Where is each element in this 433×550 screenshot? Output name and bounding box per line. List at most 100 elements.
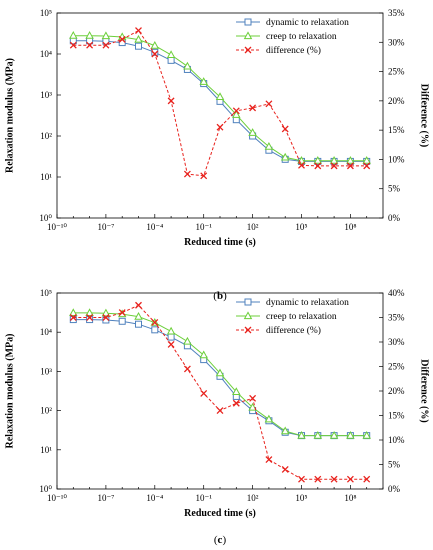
data-point-dynamic: [151, 48, 159, 56]
y-axis-right: 0% 5% 10% 15% 20% 25% 30% 35%: [379, 8, 405, 223]
y-tick-label: 10⁴: [40, 327, 52, 337]
data-point-difference: [330, 475, 338, 483]
y-axis-title: Relaxation modulus (MPa): [4, 334, 15, 449]
data-point-difference: [265, 100, 273, 108]
x-axis: 10⁻¹⁰ 10⁻⁷ 10⁻⁴ 10⁻¹ 10² 10⁵ 10⁸: [47, 485, 384, 503]
data-point-creep: [85, 308, 94, 317]
legend-marker-creep: [243, 31, 253, 40]
y2-tick-label: 15%: [388, 125, 405, 135]
data-point-difference: [151, 318, 159, 326]
data-point-creep: [215, 92, 225, 100]
y-axis-right: 0% 5% 10% 15% 20% 25% 30% 35% 40%: [379, 288, 405, 494]
x-tick-label: 10⁻¹⁰: [47, 493, 67, 503]
data-point-creep: [101, 308, 111, 317]
x-tick-label: 10⁻¹⁰: [47, 222, 67, 232]
data-point-difference: [363, 162, 371, 170]
data-point-difference: [200, 389, 208, 397]
data-point-difference: [363, 475, 371, 483]
legend-marker: [244, 18, 252, 26]
data-point-creep: [313, 156, 323, 164]
y2-tick-label: 5%: [388, 184, 401, 194]
legend-label-dynamic: dynamic to relaxation: [266, 18, 349, 28]
series-creep: [69, 31, 371, 164]
data-point-creep: [134, 311, 143, 320]
data-point-creep: [166, 50, 176, 59]
data-point-difference: [86, 41, 94, 49]
data-point-creep: [150, 40, 160, 49]
legend-item-dynamic: dynamic to relaxation: [236, 298, 349, 308]
x-tick-label: 10⁻⁷: [97, 222, 114, 232]
data-point-difference: [298, 161, 305, 169]
data-point-creep: [166, 326, 176, 335]
data-point-difference: [314, 475, 322, 483]
series-layer: [69, 27, 371, 180]
legend-marker: [243, 311, 253, 320]
panel-caption: (c): [214, 534, 227, 546]
data-point-dynamic: [69, 316, 77, 324]
chart-panel-c: 10⁻¹⁰ 10⁻⁷ 10⁻⁴ 10⁻¹ 10² 10⁵ 10⁸ 10⁰10¹10²10³1…: [4, 288, 429, 546]
data-point-difference: [135, 301, 142, 309]
data-point-creep: [346, 430, 355, 439]
y2-tick-label: 0%: [388, 484, 401, 494]
data-point-dynamic: [118, 317, 126, 325]
x-tick-label: 10²: [247, 493, 259, 503]
y-tick-label: 10⁰: [39, 484, 52, 494]
data-point-creep: [199, 77, 208, 85]
data-point-difference: [330, 162, 338, 170]
data-point-creep: [362, 430, 371, 439]
legend-label-difference: difference (%): [266, 45, 321, 56]
x-axis-title: Reduced time (s): [184, 237, 256, 248]
y-tick-label: 10⁴: [40, 49, 52, 59]
data-point-creep: [215, 368, 225, 377]
data-point-difference: [69, 314, 77, 321]
series-line-difference: [73, 304, 367, 480]
data-point-dynamic: [167, 56, 175, 64]
x-tick-label: 10⁻¹: [195, 222, 212, 232]
y-tick-label: 10⁵: [40, 8, 52, 18]
data-point-creep: [69, 31, 78, 39]
series-dynamic: [69, 316, 371, 440]
data-point-creep: [183, 336, 192, 345]
data-point-difference: [102, 41, 110, 49]
y2-tick-label: 15%: [388, 411, 405, 421]
y2-tick-label: 0%: [388, 213, 401, 223]
data-point-difference: [314, 162, 322, 170]
legend-marker-dynamic: [244, 18, 252, 26]
y2-axis-title: Difference (%): [419, 84, 430, 147]
x-tick-label: 10⁻⁷: [97, 493, 114, 503]
y-tick-label: 10⁵: [40, 288, 52, 298]
data-point-creep: [346, 156, 355, 164]
data-point-creep: [248, 128, 257, 136]
data-point-dynamic: [151, 326, 159, 334]
x-tick-label: 10⁻⁴: [146, 222, 163, 232]
data-point-creep: [280, 426, 290, 435]
x-tick-label: 10⁻⁴: [146, 493, 163, 503]
data-point-difference: [135, 27, 142, 35]
y2-tick-label: 30%: [388, 37, 405, 47]
data-point-difference: [346, 475, 354, 483]
legend-marker-creep: [243, 311, 253, 320]
y2-tick-label: 10%: [388, 435, 405, 445]
data-point-creep: [264, 414, 274, 423]
legend: dynamic to relaxation creep to relaxatio…: [236, 298, 349, 336]
data-point-dynamic: [86, 316, 94, 324]
legend-marker: [243, 31, 253, 40]
data-point-dynamic: [135, 320, 142, 328]
y-tick-label: 10²: [40, 131, 52, 141]
data-point-creep: [329, 156, 339, 164]
legend-item-dynamic: dynamic to relaxation: [236, 18, 349, 28]
data-point-difference: [249, 394, 257, 402]
data-point-creep: [134, 34, 143, 43]
data-point-creep: [297, 430, 306, 439]
data-point-difference: [118, 309, 126, 317]
legend-marker-difference: [244, 326, 252, 334]
y2-tick-label: 25%: [388, 67, 405, 77]
data-point-creep: [232, 110, 241, 118]
data-point-creep: [232, 387, 241, 395]
data-point-difference: [118, 35, 126, 43]
data-point-difference: [216, 123, 224, 131]
data-point-difference: [265, 456, 273, 464]
y-axis-title: Relaxation modulus (MPa): [4, 58, 15, 173]
y2-tick-label: 20%: [388, 386, 405, 396]
legend-marker: [244, 326, 252, 334]
